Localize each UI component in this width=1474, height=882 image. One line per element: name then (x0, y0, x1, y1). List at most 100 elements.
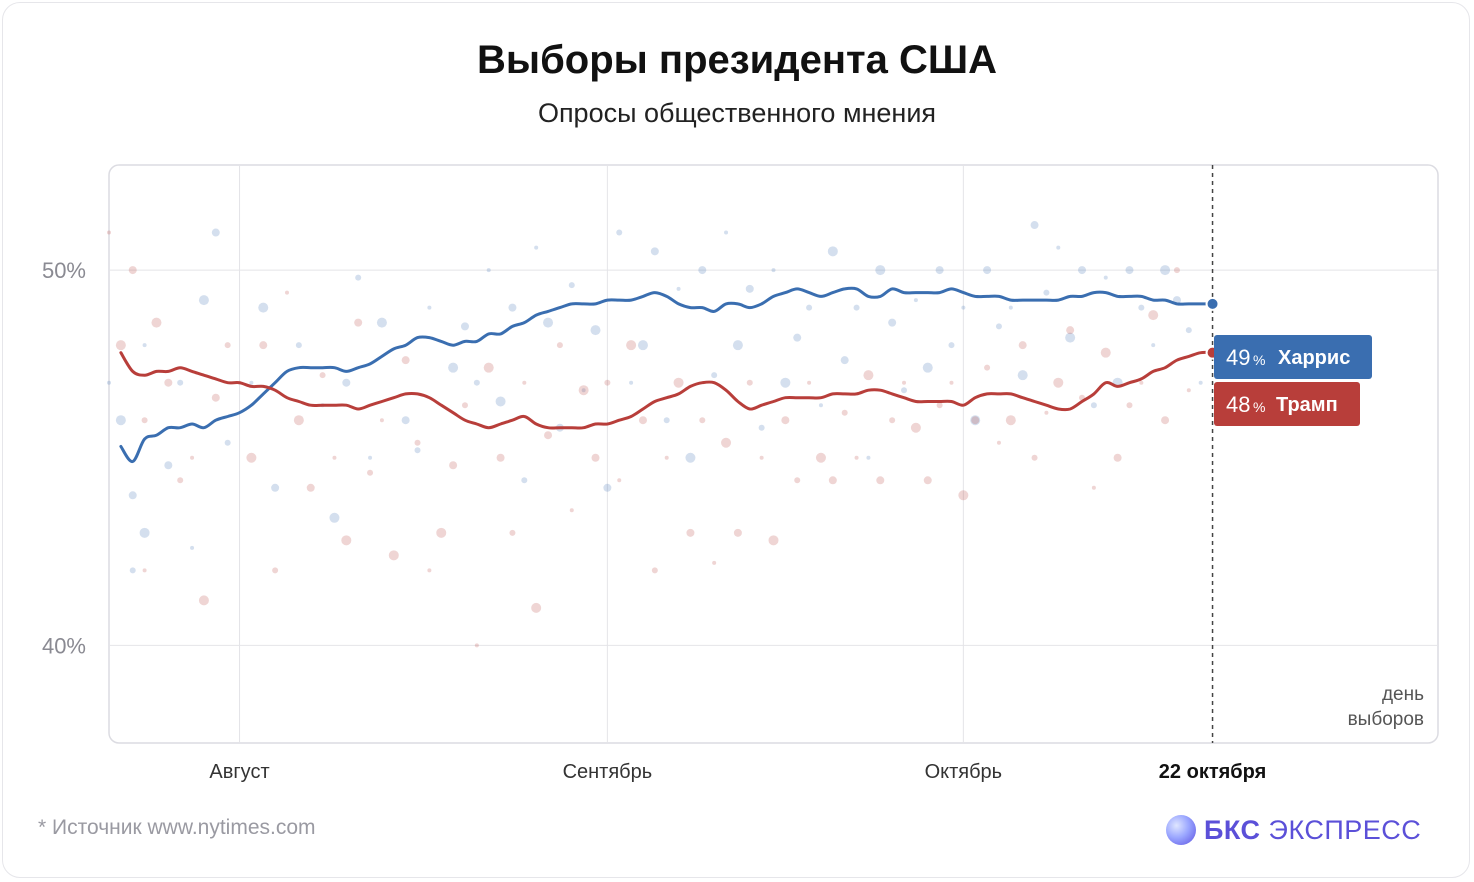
election-day-note: выборов (1348, 709, 1424, 730)
harris-poll-dot (1078, 266, 1087, 275)
harris-poll-dot (603, 483, 612, 492)
trump-poll-dot (388, 550, 399, 561)
harris-poll-dot (983, 266, 992, 275)
brand-sphere-icon (1166, 815, 1196, 845)
trump-poll-dot (604, 379, 611, 386)
trump-poll-dot (854, 455, 859, 460)
harris-poll-dot (368, 455, 373, 460)
harris-end-dot (1205, 296, 1220, 311)
harris-poll-dot (724, 230, 729, 235)
harris-poll-dot (376, 317, 387, 328)
harris-poll-dot (414, 447, 421, 454)
harris-poll-dot (771, 268, 776, 273)
trump-poll-dot (414, 439, 421, 446)
harris-poll-dot (637, 340, 648, 351)
harris-poll-dot (139, 527, 150, 538)
trump-poll-dot (1113, 453, 1122, 462)
harris-poll-dot (853, 304, 860, 311)
trump-poll-dot (259, 341, 268, 350)
trump-poll-dot (1066, 326, 1075, 335)
trump-poll-dot (686, 528, 695, 537)
trump-poll-dot (1173, 267, 1180, 274)
harris-poll-dot (922, 362, 933, 373)
harris-poll-dot (590, 325, 601, 336)
harris-poll-dot (840, 356, 849, 365)
harris-poll-dot (780, 377, 791, 388)
trump-poll-dot (958, 490, 969, 501)
trump-poll-dot (141, 417, 148, 424)
harris-poll-dot (961, 305, 966, 310)
harris-poll-dot (875, 265, 886, 276)
harris-poll-dot (806, 304, 813, 311)
harris-poll-dot (142, 343, 147, 348)
harris-poll-dot (401, 416, 410, 425)
x-tick-label: Сентябрь (563, 761, 653, 783)
harris-poll-dot (295, 342, 302, 349)
harris-poll-dot (508, 303, 517, 312)
trump-poll-dot (522, 380, 527, 385)
trump-poll-dot (638, 416, 647, 425)
trump-poll-dot (626, 340, 637, 351)
trump-poll-dot (828, 476, 837, 485)
trump-poll-dot (293, 415, 304, 426)
y-tick-label: 50% (42, 258, 86, 283)
harris-poll-dot (935, 266, 944, 275)
harris-poll-dot (486, 268, 491, 273)
trump-poll-dot (768, 535, 779, 546)
harris-poll-dot (629, 380, 634, 385)
harris-poll-dot (793, 333, 802, 342)
harris-poll-dot (901, 387, 908, 394)
x-tick-label: Октябрь (925, 761, 1003, 783)
harris-poll-dot (1030, 221, 1039, 230)
source-note: * Источник www.nytimes.com (38, 816, 316, 839)
trump-poll-dot (699, 417, 706, 424)
harris-poll-dot (1043, 289, 1050, 296)
trump-poll-dot (190, 455, 195, 460)
harris-poll-dot (970, 415, 981, 426)
harris-poll-dot (913, 298, 918, 303)
trump-end-pct: % (1253, 399, 1265, 415)
harris-poll-dot (1160, 265, 1171, 276)
trump-poll-dot (461, 402, 468, 409)
harris-poll-dot (581, 388, 586, 393)
harris-poll-dot (115, 415, 126, 426)
harris-poll-dot (1056, 245, 1061, 250)
trump-poll-dot (569, 508, 574, 513)
harris-poll-dot (698, 266, 707, 275)
trump-poll-dot (1091, 485, 1096, 490)
trump-poll-dot (556, 342, 563, 349)
trump-poll-dot (449, 461, 458, 470)
trump-poll-dot (996, 440, 1001, 445)
harris-poll-dot (543, 317, 554, 328)
end-labels: 49% Харрис 48% Трамп (1214, 335, 1372, 426)
harris-poll-dot (948, 342, 955, 349)
trump-poll-dot (923, 476, 932, 485)
harris-poll-dot (495, 396, 506, 407)
trump-poll-dot (211, 393, 220, 402)
harris-poll-dot (1185, 327, 1192, 334)
harris-poll-dot (427, 305, 432, 310)
trump-poll-dot (332, 455, 337, 460)
harris-poll-dot (107, 380, 111, 385)
harris-poll-dot (745, 284, 754, 293)
trump-poll-dot (841, 409, 848, 416)
chart-subtitle: Опросы общественного мнения (537, 98, 937, 128)
trump-poll-dot (198, 595, 209, 606)
brand-name-bold: БКС (1204, 814, 1261, 845)
trump-poll-dot (910, 422, 921, 433)
trump-poll-dot (949, 380, 954, 385)
trump-poll-dot (1031, 454, 1038, 461)
trump-poll-dot (496, 453, 505, 462)
harris-poll-dot (329, 512, 340, 523)
trump-poll-dot (578, 385, 589, 396)
trump-poll-dot (367, 469, 374, 476)
harris-poll-dot (521, 477, 528, 484)
trump-poll-dot (664, 455, 669, 460)
trump-poll-dot (1018, 341, 1027, 350)
trump-poll-dot (746, 379, 753, 386)
trump-poll-dot (733, 528, 742, 537)
trump-poll-dot (591, 453, 600, 462)
harris-poll-dot (129, 567, 136, 574)
trump-poll-dot (1186, 388, 1191, 393)
trump-poll-dot (354, 318, 363, 327)
